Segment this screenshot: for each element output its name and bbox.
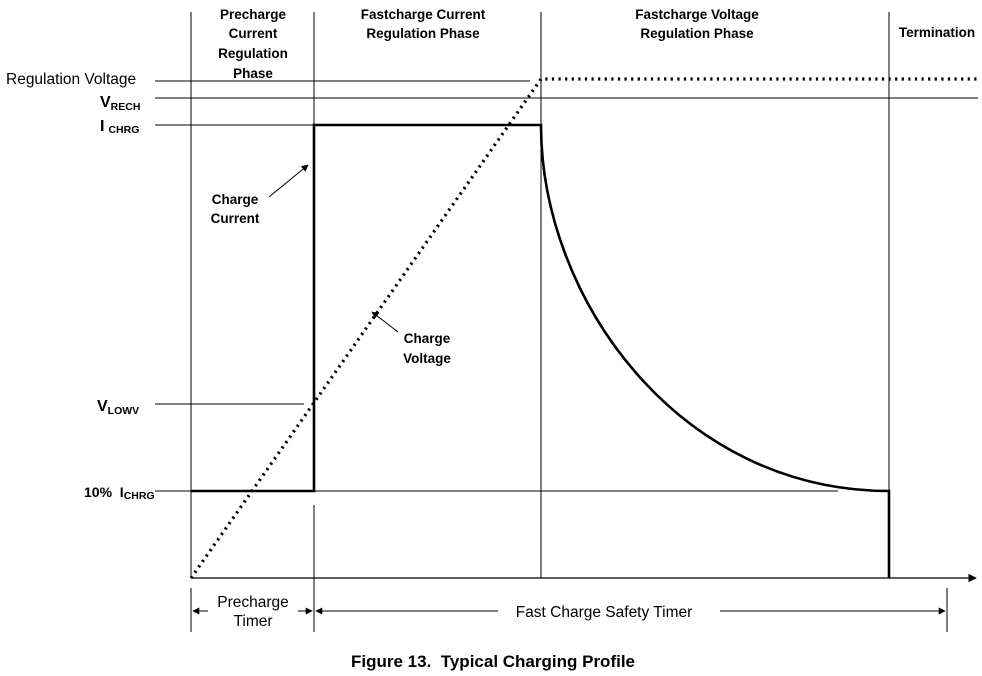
svg-text:Charge: Charge (404, 331, 451, 346)
svg-text:Charge: Charge (212, 192, 259, 207)
vrech-label: VRECH (100, 94, 140, 113)
termination-phase-label: Termination (899, 25, 975, 40)
charge-current-curve (191, 123, 891, 578)
charge-voltage-arrow (371, 311, 399, 333)
svg-text:Current: Current (229, 26, 278, 41)
fastcharge-voltage-phase-label: Fastcharge Voltage Regulation Phase (635, 7, 759, 41)
svg-text:Regulation Phase: Regulation Phase (640, 26, 754, 41)
figure-caption: Figure 13. Typical Charging Profile (351, 652, 635, 671)
svg-text:Fastcharge Voltage: Fastcharge Voltage (635, 7, 759, 22)
svg-text:Regulation: Regulation (218, 46, 288, 61)
vlowv-label: VLOWV (97, 398, 139, 417)
precharge-timer-label: Precharge Timer (217, 594, 289, 630)
charge-current-arrow (268, 164, 309, 198)
svg-text:Fastcharge Current: Fastcharge Current (361, 7, 486, 22)
charge-voltage-annotation: Charge Voltage (403, 331, 451, 366)
regulation-voltage-label: Regulation Voltage (6, 71, 136, 88)
svg-text:Timer: Timer (233, 613, 272, 630)
svg-text:Regulation Phase: Regulation Phase (366, 26, 480, 41)
ichrg-label: I CHRG (100, 118, 139, 136)
svg-text:Precharge: Precharge (217, 594, 289, 611)
svg-text:Voltage: Voltage (403, 351, 451, 366)
svg-text:Current: Current (211, 211, 260, 226)
charge-voltage-curve (189, 77, 980, 579)
svg-text:Phase: Phase (233, 66, 273, 81)
fastcharge-current-phase-label: Fastcharge Current Regulation Phase (361, 7, 486, 41)
precharge-phase-label: Precharge Current Regulation Phase (218, 7, 288, 81)
svg-text:Termination: Termination (899, 25, 975, 40)
svg-text:Precharge: Precharge (220, 7, 287, 22)
ten-percent-ichrg-label: 10% ICHRG (64, 484, 167, 503)
charge-current-annotation: Charge Current (211, 192, 260, 226)
fast-charge-timer-label: Fast Charge Safety Timer (516, 604, 693, 621)
